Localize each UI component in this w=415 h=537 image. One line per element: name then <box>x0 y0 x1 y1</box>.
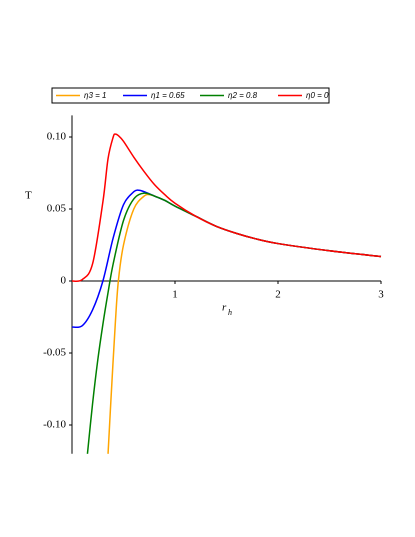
x-tick-label: 3 <box>378 289 384 301</box>
x-tick-label: 1 <box>172 289 178 301</box>
y-tick-label: 0.10 <box>47 131 67 143</box>
x-tick-label: 2 <box>275 289 281 301</box>
line-series <box>71 189 382 329</box>
legend-box <box>51 87 330 104</box>
x-axis-label: r <box>222 302 227 314</box>
legend-label: η2 = 0.8 <box>228 91 258 100</box>
legend-label: η0 = 0 <box>306 91 329 100</box>
legend-label: η3 = 1 <box>84 91 106 100</box>
line-series <box>71 133 382 283</box>
y-tick-label: 0.05 <box>47 203 67 215</box>
y-tick-label: -0.05 <box>43 347 66 359</box>
y-tick-label: -0.10 <box>43 419 66 431</box>
x-axis-label-sub: h <box>228 308 232 317</box>
y-tick-label: 0 <box>61 275 67 287</box>
y-axis-label: T <box>25 190 32 202</box>
legend-label: η1 = 0.65 <box>151 91 185 100</box>
line-series <box>107 193 382 454</box>
